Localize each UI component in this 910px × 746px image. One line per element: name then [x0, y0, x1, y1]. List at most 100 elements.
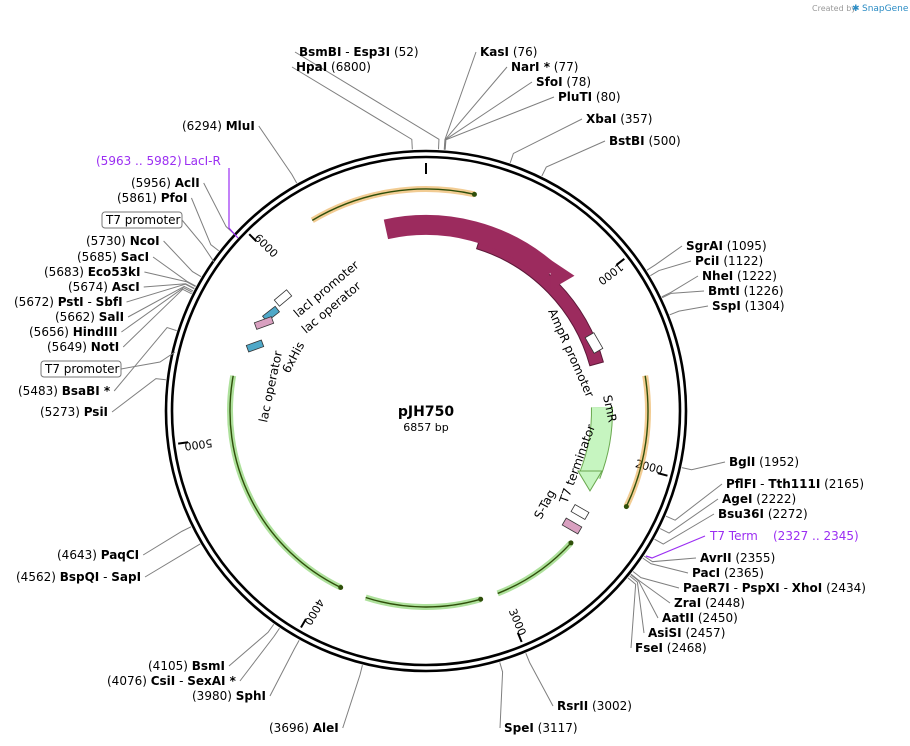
enzyme-ncoi[interactable]: (5730) NcoI: [86, 234, 160, 248]
svg-text:BstBI (500): BstBI (500): [609, 134, 681, 148]
svg-text:PacI (2365): PacI (2365): [692, 566, 764, 580]
enzyme-name: NheI: [702, 269, 733, 283]
enzyme-name: MluI: [226, 119, 255, 133]
enzyme-asisi[interactable]: AsiSI (2457): [648, 626, 725, 640]
scale-tick-2000: [657, 472, 668, 477]
enzyme-psti[interactable]: (5672) PstI - SbfI: [14, 295, 123, 309]
svg-text:(4643) PaqCI: (4643) PaqCI: [57, 548, 139, 562]
feature-t7-terminator: [570, 503, 590, 521]
enzyme-saci[interactable]: (5685) SacI: [77, 250, 149, 264]
enzyme-rsrii[interactable]: RsrII (3002): [557, 699, 632, 713]
orf-orange-right: [623, 375, 651, 508]
feature-his-tag: [253, 316, 275, 330]
svg-text:(5662) SalI: (5662) SalI: [55, 310, 124, 324]
enzyme-eco53ki[interactable]: (5683) Eco53kI: [44, 265, 140, 279]
orf-green-lower: [496, 540, 574, 597]
svg-text:RsrII (3002): RsrII (3002): [557, 699, 632, 713]
leader-psii: [111, 378, 166, 413]
enzyme-pflfi[interactable]: PflFI - Tth111I (2165): [726, 477, 864, 491]
leader-sgrai: [646, 245, 683, 271]
enzyme-bsmi[interactable]: (4105) BsmI: [148, 659, 225, 673]
enzyme-hindiii[interactable]: (5656) HindIII: [29, 325, 117, 339]
svg-text:Bsu36I (2272): Bsu36I (2272): [718, 507, 808, 521]
enzyme-hpai[interactable]: HpaI (6800): [296, 60, 371, 74]
leader-lines: [111, 51, 726, 729]
leader-sphi: [269, 640, 300, 697]
enzyme-sfoi[interactable]: SfoI (78): [536, 75, 591, 89]
enzyme-sspi[interactable]: SspI (1304): [712, 299, 785, 313]
enzyme-nari[interactable]: NarI * (77): [511, 60, 578, 74]
enzyme-sphi[interactable]: (3980) SphI: [192, 689, 266, 703]
enzyme-nhei[interactable]: NheI (1222): [702, 269, 777, 283]
enzyme-xbai[interactable]: XbaI (357): [586, 112, 653, 126]
leader-aatii: [630, 574, 659, 619]
enzyme-bstbi[interactable]: BstBI (500): [609, 134, 681, 148]
orf-orange-top-arrowhead: [471, 191, 477, 197]
enzyme-spei[interactable]: SpeI (3117): [504, 721, 578, 735]
enzyme-position: (3980): [192, 689, 236, 703]
scale-tick-1000: [615, 258, 625, 266]
enzyme-sgrai[interactable]: SgrAI (1095): [686, 239, 767, 253]
enzyme-name: NotI: [91, 340, 120, 354]
enzyme-aatii[interactable]: AatII (2450): [662, 611, 738, 625]
enzyme-pluti[interactable]: PluTI (80): [558, 90, 621, 104]
enzyme-asci[interactable]: (5674) AscI: [68, 280, 140, 294]
leader-bmti: [661, 290, 705, 299]
primer-name-laci-r: LacI-R: [184, 154, 221, 168]
enzyme-name: NcoI: [130, 234, 160, 248]
enzyme-position: (2448): [701, 596, 745, 610]
enzyme-name: AsiSI: [648, 626, 682, 640]
svg-text:BsmBI - Esp3I (52): BsmBI - Esp3I (52): [299, 45, 419, 59]
enzyme-bspqi[interactable]: (4562) BspQI - SapI: [16, 570, 141, 584]
enzyme-position: (4643): [57, 548, 101, 562]
feature-label-lac-operator-bottom: lac operator: [256, 350, 285, 424]
enzyme-position: (1222): [733, 269, 777, 283]
enzyme-fsei[interactable]: FseI (2468): [635, 641, 707, 655]
svg-text:(5956) AclI: (5956) AclI: [131, 176, 200, 190]
enzyme-paqci[interactable]: (4643) PaqCI: [57, 548, 139, 562]
boxed-label-t7-promoter-top: T7 promoter: [101, 211, 183, 229]
svg-text:(3980) SphI: (3980) SphI: [192, 689, 266, 703]
enzyme-name-alt: SexAI *: [187, 674, 236, 688]
leader-asci: [143, 283, 195, 289]
enzyme-zrai[interactable]: ZraI (2448): [674, 596, 745, 610]
enzyme-position: (1122): [720, 254, 764, 268]
enzyme-paer7i[interactable]: PaeR7I - PspXI - XhoI (2434): [683, 581, 866, 595]
enzyme-name: Eco53kI: [88, 265, 141, 279]
orf-orange-top-core: [311, 188, 475, 221]
enzyme-psii[interactable]: (5273) PsiI: [40, 405, 108, 419]
svg-text:AgeI (2222): AgeI (2222): [722, 492, 796, 506]
feature-laci-arrowhead: [550, 259, 575, 290]
enzyme-noti[interactable]: (5649) NotI: [47, 340, 119, 354]
feature-s-tag: [561, 517, 583, 535]
svg-text:(5683) Eco53kI: (5683) Eco53kI: [44, 265, 140, 279]
svg-text:HpaI (6800): HpaI (6800): [296, 60, 371, 74]
enzyme-bsu36i[interactable]: Bsu36I (2272): [718, 507, 808, 521]
enzyme-sali[interactable]: (5662) SalI: [55, 310, 124, 324]
enzyme-pfoi[interactable]: (5861) PfoI: [117, 191, 187, 205]
enzyme-name: AleI: [313, 721, 339, 735]
enzyme-avrii[interactable]: AvrII (2355): [700, 551, 775, 565]
leader-asisi: [629, 575, 645, 634]
enzyme-agei[interactable]: AgeI (2222): [722, 492, 796, 506]
enzyme-kasi[interactable]: KasI (76): [480, 45, 537, 59]
enzyme-bmti[interactable]: BmtI (1226): [708, 284, 784, 298]
leader-mlui: [258, 125, 298, 184]
leader-bstbi: [541, 140, 606, 177]
enzyme-bgli[interactable]: BglI (1952): [729, 455, 799, 469]
svg-text:(5861) PfoI: (5861) PfoI: [117, 191, 187, 205]
enzyme-position: (5861): [117, 191, 161, 205]
enzyme-mlui[interactable]: (6294) MluI: [182, 119, 255, 133]
enzyme-alei[interactable]: (3696) AleI: [269, 721, 339, 735]
enzyme-bsabi[interactable]: (5483) BsaBI *: [18, 384, 111, 398]
enzyme-paci[interactable]: PacI (2365): [692, 566, 764, 580]
orf-orange-top: [310, 186, 476, 223]
enzyme-pcii[interactable]: PciI (1122): [695, 254, 763, 268]
leader-bsabi: [113, 326, 177, 392]
enzyme-acli[interactable]: (5956) AclI: [131, 176, 200, 190]
enzyme-csii[interactable]: (4076) CsiI - SexAI *: [107, 674, 237, 688]
svg-text:(4076) CsiI - SexAI *: (4076) CsiI - SexAI *: [107, 674, 237, 688]
enzyme-bsmbi[interactable]: BsmBI - Esp3I (52): [299, 45, 419, 59]
feature-label-laci: lacI: [349, 229, 373, 248]
